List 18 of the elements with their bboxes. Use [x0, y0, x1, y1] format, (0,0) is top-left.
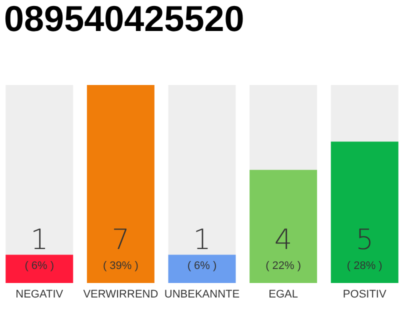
- annotation: ( 28% ): [346, 260, 382, 272]
- bar: [168, 254, 236, 283]
- data-label: 4: [274, 223, 292, 256]
- x-tick-label: VERWIRREND: [83, 288, 158, 300]
- x-tick-label: UNBEKANNTE: [164, 288, 240, 300]
- data-label: 5: [356, 223, 374, 256]
- bar: [6, 254, 74, 283]
- data-label: 1: [193, 223, 211, 256]
- data-label: 1: [30, 223, 48, 256]
- data-label: 7: [112, 223, 130, 256]
- annotation: ( 39% ): [102, 260, 138, 272]
- x-tick-label: POSITIV: [342, 288, 387, 300]
- x-tick-label: EGAL: [268, 288, 298, 300]
- annotation: ( 22% ): [266, 260, 302, 272]
- annotation: ( 6% ): [187, 260, 217, 272]
- x-tick-label: NEGATIV: [16, 288, 64, 300]
- chart-title: 089540425520: [4, 0, 244, 39]
- annotation: ( 6% ): [24, 260, 54, 272]
